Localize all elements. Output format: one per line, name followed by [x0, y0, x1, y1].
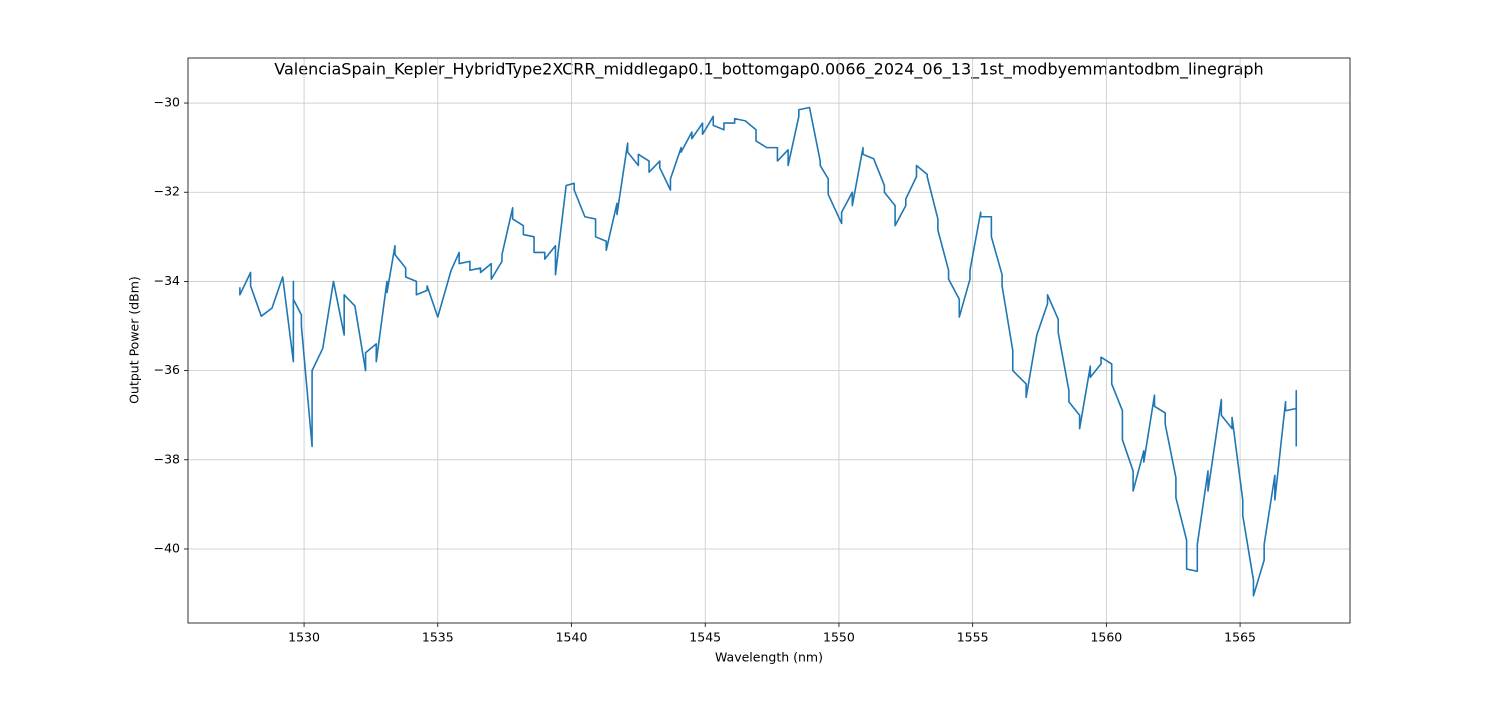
x-tick-label: 1535	[422, 630, 454, 645]
x-axis-label: Wavelength (nm)	[715, 650, 823, 665]
y-tick-label: −34	[154, 273, 180, 288]
y-tick-label: −40	[154, 540, 180, 555]
x-tick-label: 1550	[823, 630, 855, 645]
x-tick-label: 1540	[556, 630, 588, 645]
x-tick-label: 1555	[957, 630, 989, 645]
y-tick-label: −30	[154, 95, 180, 110]
y-tick-label: −38	[154, 451, 180, 466]
y-tick-label: −32	[154, 184, 180, 199]
x-tick-label: 1530	[288, 630, 320, 645]
y-tick-label: −36	[154, 362, 180, 377]
chart-title: ValenciaSpain_Kepler_HybridType2XCRR_mid…	[274, 60, 1263, 80]
plot-frame	[187, 57, 1351, 624]
x-tick-label: 1545	[689, 630, 721, 645]
y-axis-label: Output Power (dBm)	[127, 276, 142, 404]
x-tick-label: 1560	[1090, 630, 1122, 645]
x-tick-label: 1565	[1224, 630, 1256, 645]
data-line	[239, 106, 1298, 597]
